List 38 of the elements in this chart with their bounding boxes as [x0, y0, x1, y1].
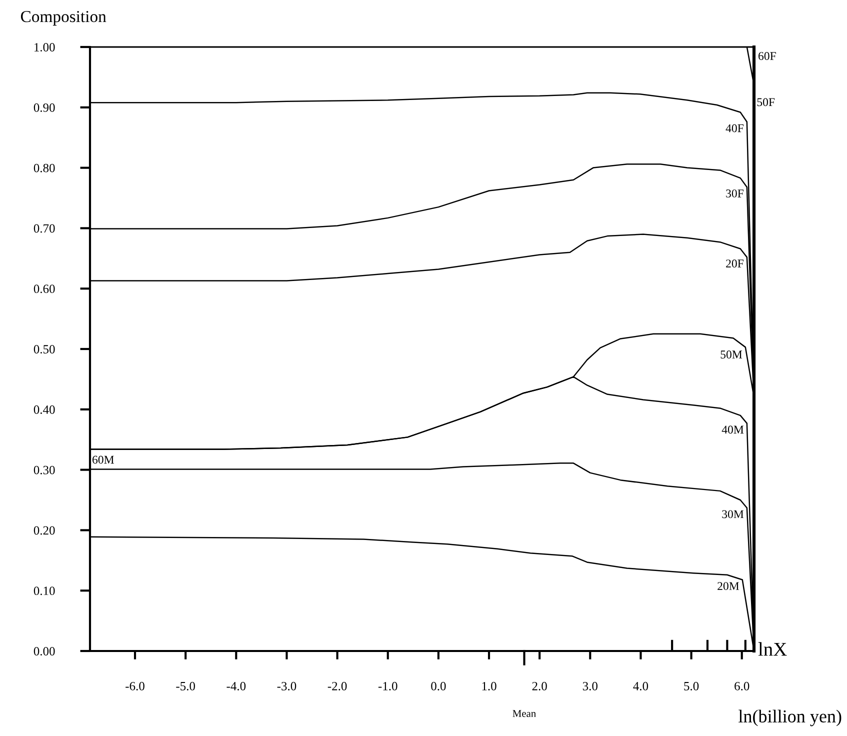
x-tick-label: 6.0 — [734, 682, 750, 690]
series-label: 40F — [726, 124, 744, 132]
x-tick-label: 2.0 — [532, 682, 547, 690]
y-tick-label: 0.00 — [34, 647, 55, 656]
x-tick-label: 3.0 — [582, 682, 598, 690]
x-tick-label: -3.0 — [277, 682, 296, 690]
y-tick-label: 0.10 — [34, 586, 55, 596]
series-label: 30M — [722, 510, 744, 518]
y-tick-label: 1.00 — [34, 43, 55, 52]
x-tick-label: -6.0 — [126, 682, 144, 690]
y-tick-label: 0.90 — [34, 103, 55, 112]
x-tick-label: -5.0 — [176, 682, 195, 690]
y-tick-label: 0.70 — [34, 224, 55, 233]
x-tick-label: -4.0 — [226, 682, 246, 690]
x-axis-title: ln(billion yen) — [738, 710, 842, 726]
y-tick-label: 0.60 — [34, 284, 55, 294]
x-tick-label: -1.0 — [378, 682, 398, 690]
series-label: 20M — [718, 582, 740, 590]
x-tick-label: -2.0 — [328, 682, 347, 690]
series-label: 20F — [726, 260, 744, 268]
y-tick-label: 0.20 — [34, 526, 55, 535]
y-tick-label: 0.30 — [34, 466, 55, 474]
x-tick-label: 5.0 — [684, 682, 699, 690]
x-tick-label: 1.0 — [482, 682, 496, 690]
x-tick-label: 4.0 — [633, 682, 648, 690]
y-axis-title: Composition — [20, 10, 106, 26]
x-tick-label: 0.0 — [431, 682, 446, 690]
series-label: 50M — [720, 350, 742, 358]
text: Mean — [512, 710, 536, 718]
annotation: 60M — [92, 456, 114, 464]
y-tick-label: 0.50 — [34, 345, 55, 354]
y-tick-label: 0.80 — [34, 164, 55, 172]
text: lnX — [758, 642, 787, 656]
text: 50F — [757, 98, 775, 106]
series-label: 40M — [722, 426, 744, 434]
series-label: 60F — [758, 52, 776, 60]
y-tick-label: 0.40 — [34, 405, 55, 414]
series-label: 30F — [726, 189, 744, 198]
